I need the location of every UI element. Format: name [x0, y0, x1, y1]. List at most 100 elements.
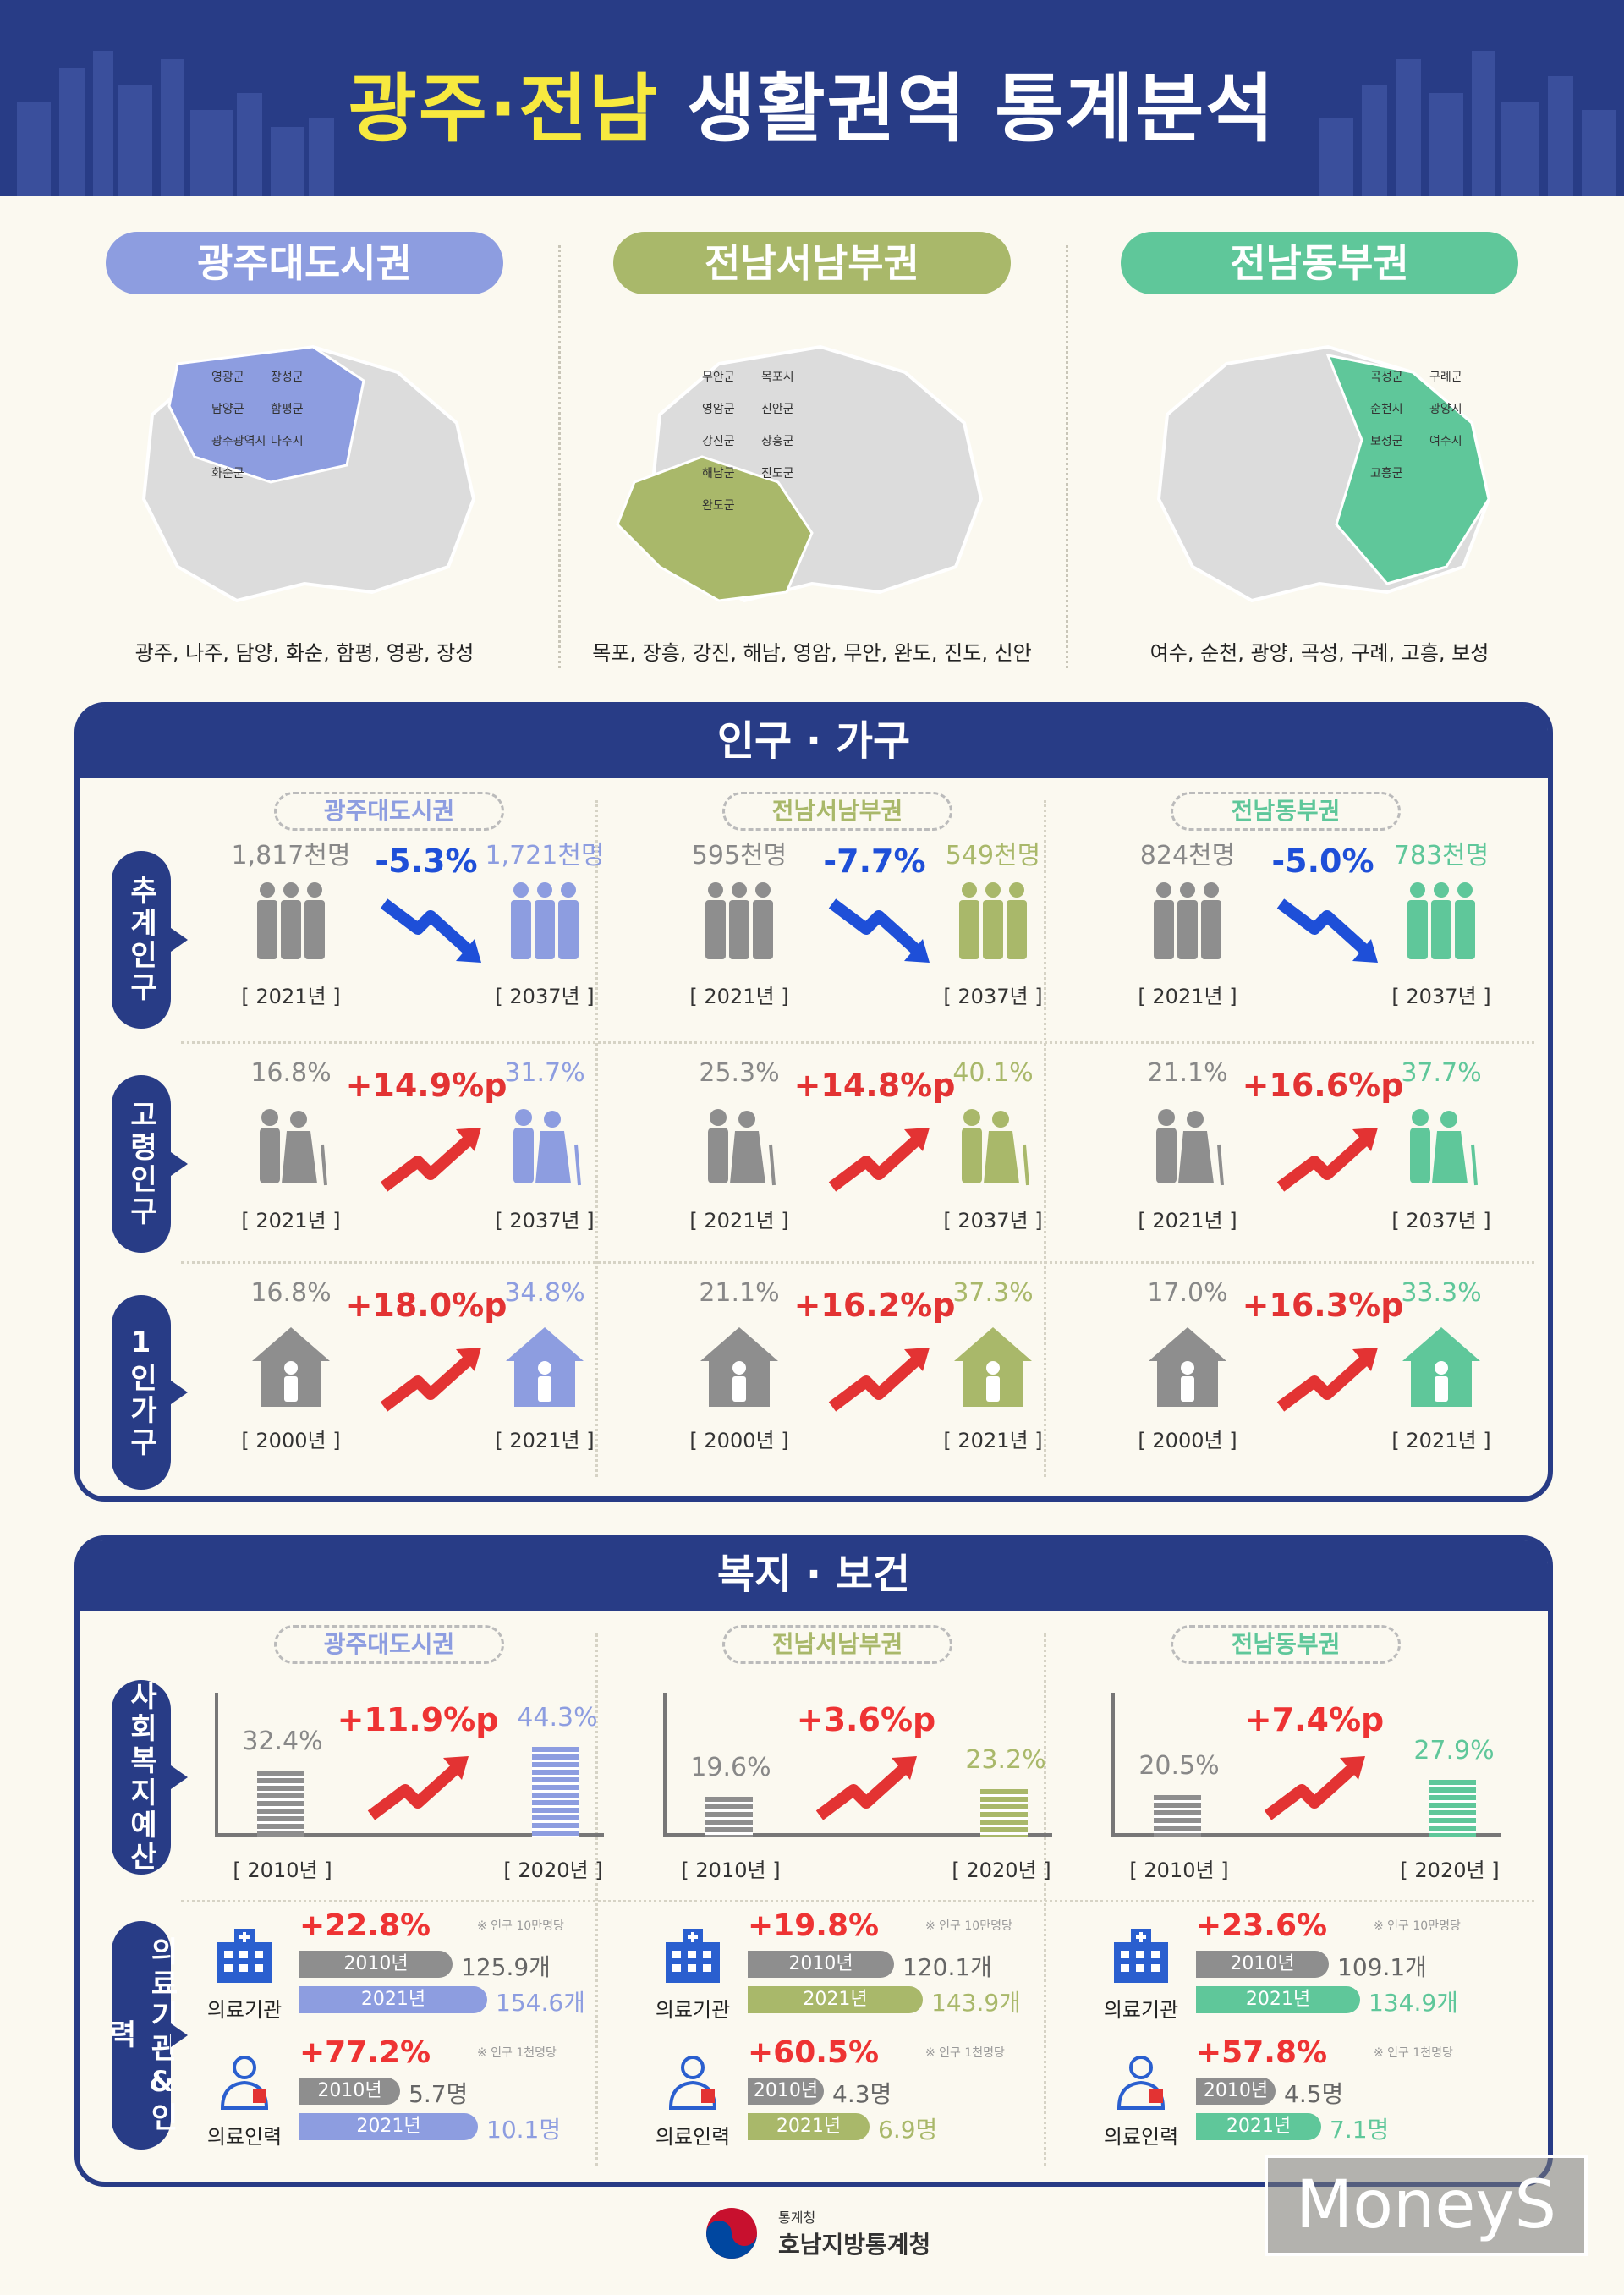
- year-before: [ 2021년 ]: [241, 1209, 341, 1233]
- column-region-pill: 전남동부권: [1171, 792, 1401, 831]
- region-column: 광주대도시권 영광군 장성군 담양군 함평군 광주광역시 나주시 화순군 광주, 나주, 담양,…: [51, 220, 558, 677]
- header-banner: 광주·전남 생활권역 통계분석: [0, 0, 1624, 196]
- elderly-couple-icon: [708, 1109, 776, 1186]
- map-region-label: 목포시: [761, 371, 794, 384]
- stat-cell: 16.8% 31.7% +14.9%p [ 2021년 ] [ 2037년 ]: [223, 1058, 646, 1244]
- map-region-label: 무안군: [702, 371, 735, 384]
- value-after: 31.7%: [504, 1058, 585, 1088]
- year-before: [ 2021년 ]: [1138, 1209, 1237, 1233]
- stat-cell: 21.1% 37.7% +16.6%p [ 2021년 ] [ 2037년 ]: [1120, 1058, 1543, 1244]
- bar-before: 2010년: [299, 1951, 453, 1978]
- stat-cell: 17.0% 33.3% +16.3%p [ 2000년 ] [ 2021년 ]: [1120, 1278, 1543, 1464]
- bar-before: 2010년: [1196, 2078, 1276, 2105]
- hospital-icon: [666, 1929, 720, 1983]
- chart-axis: [1111, 1693, 1501, 1837]
- unit-note: ※ 인구 10만명당: [925, 1919, 1012, 1933]
- year-before: [ 2000년 ]: [689, 1429, 789, 1452]
- change-value: +57.8%: [1196, 2035, 1328, 2070]
- value-after: 44.3%: [517, 1702, 598, 1732]
- single-household-icon: [252, 1327, 330, 1407]
- people-icon: [511, 882, 579, 959]
- map-region-label: 광주광역시: [211, 435, 266, 448]
- change-value: +7.4%p: [1244, 1701, 1385, 1738]
- value-before: 5.7명: [409, 2080, 469, 2108]
- welfare-chart: 20.5% 27.9% +7.4%p [ 2010년 ] [ 2020년 ]: [1095, 1676, 1534, 1882]
- value-after: 27.9%: [1413, 1736, 1495, 1766]
- population-household-panel: 인구 · 가구 광주대도시권 전남서남부권 전남동부권 추계인구 1,817천명 1,72…: [74, 702, 1553, 1502]
- map-region-label: 완도군: [702, 499, 735, 513]
- year-before: [ 2021년 ]: [689, 985, 789, 1008]
- up-arrow-icon: [1264, 1756, 1365, 1820]
- people-icon: [1407, 882, 1475, 959]
- single-household-icon: [1402, 1327, 1480, 1407]
- year-after: [ 2020년 ]: [1400, 1859, 1500, 1882]
- column-region-pill: 전남서남부권: [722, 792, 952, 831]
- region-name-pill: 광주대도시권: [106, 232, 503, 294]
- medical-institution-row: 의료기관 +19.8% ※ 인구 10만명당 2010년 2021년 120.1개 143.…: [638, 1908, 1078, 2027]
- value-after: 40.1%: [952, 1058, 1034, 1088]
- medical-staff-row: 의료인력 +60.5% ※ 인구 1천명당 2010년 2021년 4.3명 6.9명: [638, 2035, 1078, 2154]
- region-towns: 목포, 장흥, 강진, 해남, 영암, 무안, 완도, 진도, 신안: [592, 641, 1032, 665]
- divider: [558, 245, 561, 668]
- year-before: [ 2000년 ]: [241, 1429, 341, 1452]
- value-after: 154.6개: [496, 1989, 585, 2017]
- value-before: 32.4%: [242, 1727, 323, 1757]
- row-divider: [181, 1261, 1534, 1264]
- up-arrow-icon: [1276, 1128, 1378, 1192]
- change-value: +16.2%p: [793, 1287, 956, 1324]
- metric-label: 의료기관: [1103, 1998, 1179, 2022]
- chart-axis: [215, 1693, 604, 1837]
- value-before: 17.0%: [1147, 1278, 1228, 1308]
- year-after: [ 2037년 ]: [943, 985, 1043, 1008]
- year-after: [ 2021년 ]: [943, 1429, 1043, 1452]
- medical-cell: 의료기관 +19.8% ※ 인구 10만명당 2010년 2021년 120.1개 143.…: [638, 1908, 1078, 2162]
- year-after: [ 2021년 ]: [495, 1429, 595, 1452]
- year-before: [ 2010년 ]: [1129, 1859, 1229, 1882]
- up-arrow-icon: [828, 1348, 930, 1412]
- value-before: 20.5%: [1138, 1750, 1220, 1781]
- value-after: 783천명: [1393, 841, 1490, 870]
- bar-after: 2021년: [1196, 2113, 1321, 2140]
- down-arrow-icon: [828, 898, 930, 963]
- value-after: 7.1명: [1330, 2116, 1390, 2144]
- change-value: +23.6%: [1196, 1908, 1328, 1943]
- row-divider: [181, 1900, 1534, 1902]
- title-rest: 생활권역 통계분석: [686, 65, 1276, 152]
- page-title: 광주·전남 생활권역 통계분석: [0, 49, 1624, 156]
- map-region-label: 곡성군: [1370, 371, 1403, 384]
- map-region-label: 구례군: [1429, 371, 1462, 384]
- map-region-label: 고흥군: [1370, 467, 1403, 480]
- welfare-chart: 19.6% 23.2% +3.6%p [ 2010년 ] [ 2020년 ]: [646, 1676, 1086, 1882]
- column-divider: [1044, 1633, 1046, 2166]
- change-value: +77.2%: [299, 2035, 431, 2070]
- bar-before: 2010년: [748, 2078, 824, 2105]
- bar-after: [532, 1746, 579, 1837]
- map-region-label: 영암군: [702, 403, 735, 416]
- row-label: 고령인구: [112, 1075, 188, 1253]
- panel-title: 인구 · 가구: [80, 707, 1548, 778]
- medical-staff-icon: [1116, 2056, 1166, 2110]
- up-arrow-icon: [367, 1756, 469, 1820]
- map-region-label: 순천시: [1370, 403, 1403, 416]
- year-before: [ 2021년 ]: [689, 1209, 789, 1233]
- medical-staff-row: 의료인력 +57.8% ※ 인구 1천명당 2010년 2021년 4.5명 7.1명: [1086, 2035, 1526, 2154]
- people-icon: [705, 882, 773, 959]
- stat-cell: 25.3% 40.1% +14.8%p [ 2021년 ] [ 2037년 ]: [672, 1058, 1095, 1244]
- bar-after: 2021년: [748, 1986, 923, 2013]
- year-after: [ 2037년 ]: [1391, 1209, 1491, 1233]
- map-region-label: 진도군: [761, 467, 794, 480]
- value-before: 16.8%: [250, 1278, 332, 1308]
- elderly-couple-icon: [260, 1109, 327, 1186]
- value-before: 109.1개: [1337, 1953, 1427, 1981]
- value-before: 25.3%: [699, 1058, 780, 1088]
- year-before: [ 2010년 ]: [681, 1859, 781, 1882]
- value-after: 10.1명: [486, 2116, 562, 2144]
- year-after: [ 2037년 ]: [495, 1209, 595, 1233]
- unit-note: ※ 인구 1천명당: [925, 2046, 1005, 2060]
- year-after: [ 2037년 ]: [1391, 985, 1491, 1008]
- up-arrow-icon: [1276, 1348, 1378, 1412]
- map-region-label: 강진군: [702, 435, 735, 448]
- bar-before: [705, 1796, 753, 1837]
- statistics-logo-icon: [706, 2208, 757, 2259]
- region-name-pill: 전남서남부권: [613, 232, 1011, 294]
